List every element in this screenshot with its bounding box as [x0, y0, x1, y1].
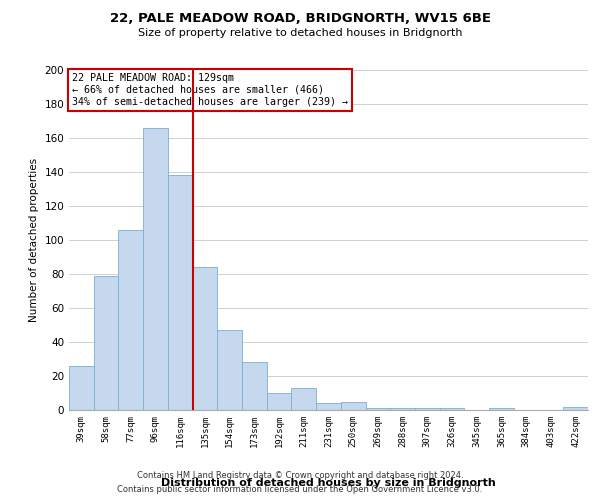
X-axis label: Distribution of detached houses by size in Bridgnorth: Distribution of detached houses by size … — [161, 478, 496, 488]
Bar — [390, 408, 415, 410]
Bar — [193, 267, 217, 410]
Bar — [168, 176, 193, 410]
Bar — [440, 408, 464, 410]
Bar — [341, 402, 365, 410]
Bar — [489, 408, 514, 410]
Bar — [242, 362, 267, 410]
Bar — [563, 406, 588, 410]
Bar — [143, 128, 168, 410]
Text: Contains HM Land Registry data © Crown copyright and database right 2024.
Contai: Contains HM Land Registry data © Crown c… — [118, 472, 482, 494]
Bar — [217, 330, 242, 410]
Bar — [118, 230, 143, 410]
Bar — [292, 388, 316, 410]
Bar — [365, 408, 390, 410]
Bar — [316, 403, 341, 410]
Bar — [69, 366, 94, 410]
Bar — [415, 408, 440, 410]
Y-axis label: Number of detached properties: Number of detached properties — [29, 158, 39, 322]
Bar — [267, 393, 292, 410]
Bar — [94, 276, 118, 410]
Text: 22 PALE MEADOW ROAD: 129sqm
← 66% of detached houses are smaller (466)
34% of se: 22 PALE MEADOW ROAD: 129sqm ← 66% of det… — [72, 74, 348, 106]
Text: 22, PALE MEADOW ROAD, BRIDGNORTH, WV15 6BE: 22, PALE MEADOW ROAD, BRIDGNORTH, WV15 6… — [110, 12, 491, 26]
Text: Size of property relative to detached houses in Bridgnorth: Size of property relative to detached ho… — [138, 28, 462, 38]
